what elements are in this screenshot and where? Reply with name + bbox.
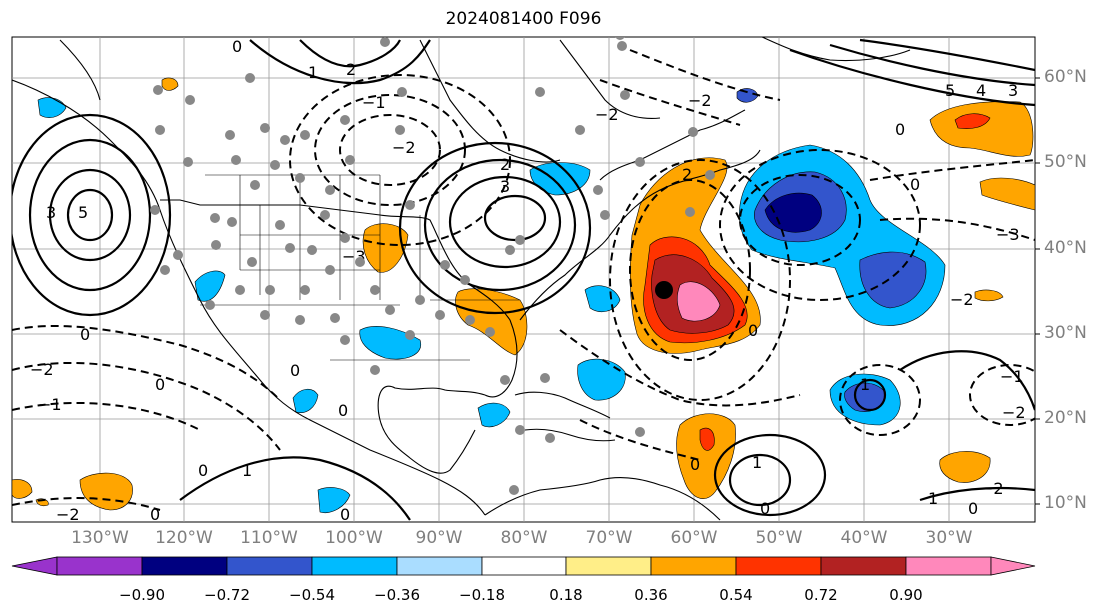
lon-label: 30°W bbox=[925, 528, 973, 548]
dashed-contours bbox=[12, 49, 1035, 511]
contour-label: 0 bbox=[290, 361, 300, 380]
contour-label: 0 bbox=[760, 499, 770, 518]
contour-label: 0 bbox=[895, 120, 905, 139]
contour-label: 3 bbox=[1008, 81, 1018, 100]
lon-label: 90°W bbox=[415, 528, 463, 548]
lon-label: 40°W bbox=[840, 528, 888, 548]
lon-label: 130°W bbox=[71, 528, 129, 548]
colorbar-segment bbox=[735, 556, 822, 576]
anomaly-fills bbox=[12, 77, 1035, 513]
contour-label: 4 bbox=[976, 81, 986, 100]
colorbar-segment bbox=[396, 556, 483, 576]
contour-label: 2 bbox=[346, 60, 356, 79]
lon-label: 50°W bbox=[755, 528, 803, 548]
contour-label: −1 bbox=[362, 93, 386, 112]
solid-contours bbox=[12, 38, 1035, 521]
contour-label: −2 bbox=[980, 479, 1004, 498]
lat-label: 30°N bbox=[1044, 323, 1087, 343]
contour-label: 2 bbox=[500, 155, 510, 174]
colorbar-tick-label: 0.72 bbox=[804, 586, 838, 604]
lon-label: 110°W bbox=[240, 528, 298, 548]
contour-label: 0 bbox=[910, 175, 920, 194]
lon-label: 70°W bbox=[585, 528, 633, 548]
colorbar-segment bbox=[56, 556, 143, 576]
lat-label: 20°N bbox=[1044, 408, 1087, 428]
colorbar-tick-label: −0.54 bbox=[289, 586, 335, 604]
lon-label: 60°W bbox=[670, 528, 718, 548]
lat-label: 10°N bbox=[1044, 493, 1087, 513]
lat-label: 60°N bbox=[1044, 67, 1087, 87]
contour-label: 1 bbox=[928, 489, 938, 508]
contour-label: 0 bbox=[232, 37, 242, 56]
colorbar-segment bbox=[820, 556, 907, 576]
lon-label: 100°W bbox=[325, 528, 383, 548]
contour-label: 5 bbox=[945, 81, 955, 100]
colorbar-tick-label: −0.36 bbox=[374, 586, 420, 604]
contour-label: 1 bbox=[308, 63, 318, 82]
contour-label: 0 bbox=[340, 505, 350, 524]
contour-label: 1 bbox=[752, 453, 762, 472]
colorbar-high-extend bbox=[990, 556, 1036, 576]
contour-label: 0 bbox=[198, 461, 208, 480]
contour-label: 3 bbox=[46, 203, 56, 222]
lon-label: 80°W bbox=[500, 528, 548, 548]
contour-label: 0 bbox=[748, 321, 758, 340]
station-dots bbox=[150, 37, 715, 495]
colorbar-segment bbox=[141, 556, 228, 576]
contour-label: −2 bbox=[595, 105, 619, 124]
colorbar-low-extend bbox=[11, 556, 58, 576]
contour-label: −2 bbox=[56, 505, 80, 524]
contour-labels: 5 3 2 1 0 −1 −2 −3 3 2 0 −2 −1 0 1 0 0 0… bbox=[30, 37, 1026, 524]
colorbar-segment bbox=[905, 556, 992, 576]
storm-center-marker bbox=[655, 281, 673, 299]
contour-label: 0 bbox=[150, 505, 160, 524]
contour-label: −2 bbox=[950, 290, 974, 309]
lon-label: 120°W bbox=[155, 528, 213, 548]
colorbar-segment bbox=[226, 556, 313, 576]
contour-label: −2 bbox=[688, 91, 712, 110]
colorbar bbox=[11, 556, 1036, 576]
colorbar-tick-label: 0.90 bbox=[889, 586, 923, 604]
contour-label: 5 bbox=[78, 203, 88, 222]
contour-label: −1 bbox=[1000, 367, 1024, 386]
lat-label: 50°N bbox=[1044, 152, 1087, 172]
contour-label: 1 bbox=[860, 375, 870, 394]
contour-label: 0 bbox=[690, 455, 700, 474]
colorbar-segment bbox=[650, 556, 737, 576]
lat-ticks bbox=[1035, 77, 1040, 505]
colorbar-segment bbox=[481, 556, 567, 576]
colorbar-segment bbox=[311, 556, 398, 576]
contour-label: −2 bbox=[30, 360, 54, 379]
colorbar-tick-label: 0.54 bbox=[719, 586, 753, 604]
colorbar-tick-label: −0.90 bbox=[119, 586, 165, 604]
contour-label: 0 bbox=[155, 375, 165, 394]
contour-label: 1 bbox=[242, 461, 252, 480]
contour-label: 0 bbox=[338, 401, 348, 420]
contour-label: −2 bbox=[392, 138, 416, 157]
gridlines bbox=[12, 37, 1035, 522]
colorbar-tick-label: −0.72 bbox=[204, 586, 250, 604]
colorbar-segment bbox=[565, 556, 652, 576]
contour-label: 0 bbox=[968, 499, 978, 518]
contour-label: 3 bbox=[500, 177, 510, 196]
contour-label: −2 bbox=[1002, 403, 1026, 422]
colorbar-tick-label: 0.36 bbox=[634, 586, 668, 604]
lat-label: 40°N bbox=[1044, 238, 1087, 258]
colorbar-tick-label: 0.18 bbox=[549, 586, 583, 604]
contour-label: 2 bbox=[682, 165, 692, 184]
contour-label: −1 bbox=[38, 395, 62, 414]
colorbar-tick-label: −0.18 bbox=[459, 586, 505, 604]
map-title: 2024081400 F096 bbox=[445, 9, 602, 29]
contour-label: −3 bbox=[996, 225, 1020, 244]
contour-label: 0 bbox=[80, 325, 90, 344]
